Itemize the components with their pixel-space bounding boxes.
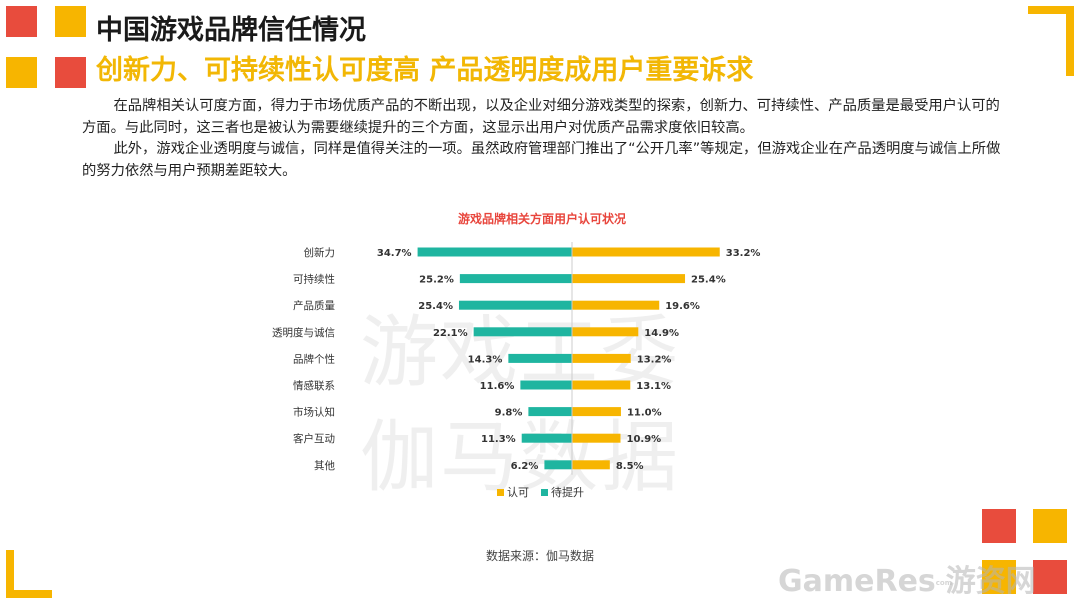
decor-square-yellow-bottom-right-2 [982, 560, 1016, 594]
corner-bracket-top-right [1028, 6, 1074, 76]
data-label-approved: 33.2% [726, 248, 761, 259]
bar-improve [528, 407, 572, 417]
bar-improve [458, 300, 572, 310]
bar-improve [417, 247, 572, 257]
category-label: 客户互动 [293, 432, 335, 445]
legend-swatch-approved [497, 489, 504, 496]
data-label-approved: 19.6% [665, 301, 700, 312]
second-paragraph: 此外，游戏企业透明度与诚信，同样是值得关注的一项。虽然政府管理部门推出了“公开几… [82, 141, 1001, 179]
bar-improve [459, 274, 572, 284]
bar-improve [521, 433, 572, 443]
data-label-approved: 13.1% [636, 381, 671, 392]
data-label-approved: 13.2% [637, 354, 672, 365]
bar-approved [572, 460, 610, 470]
data-source: 数据来源：伽马数据 [485, 549, 594, 563]
corner-bracket-bottom-left [6, 550, 52, 598]
decor-square-yellow-top [55, 6, 86, 37]
data-label-improve: 22.1% [433, 328, 468, 339]
category-label: 其他 [314, 459, 335, 472]
bar-improve [544, 460, 572, 470]
bar-approved [572, 433, 621, 443]
watermark-line-2: 伽马数据 [360, 413, 681, 503]
data-label-improve: 25.2% [419, 275, 454, 286]
bar-improve [520, 380, 572, 390]
decor-square-red-bottom-right-2 [1033, 560, 1067, 594]
data-label-improve: 11.6% [480, 381, 515, 392]
data-label-improve: 25.4% [418, 301, 453, 312]
logo-small-text: com [935, 578, 953, 587]
page-subtitle: 创新力、可持续性认可度高 产品透明度成用户重要诉求 [96, 55, 754, 86]
bar-improve [508, 353, 572, 363]
bar-improve [473, 327, 572, 337]
data-label-improve: 11.3% [481, 434, 516, 445]
bar-approved [572, 327, 639, 337]
bar-approved [572, 300, 660, 310]
bar-approved [572, 353, 631, 363]
bar-approved [572, 247, 720, 257]
page-title: 中国游戏品牌信任情况 [96, 15, 366, 46]
bar-approved [572, 380, 631, 390]
data-label-improve: 9.8% [495, 408, 523, 419]
category-label: 可持续性 [293, 273, 335, 286]
data-label-improve: 6.2% [511, 461, 539, 472]
decor-square-red-left [55, 57, 86, 88]
category-label: 创新力 [304, 246, 336, 259]
gameres-logo: GameRescom游资网 [778, 564, 1036, 599]
category-label: 透明度与诚信 [272, 326, 335, 339]
data-label-approved: 14.9% [644, 328, 679, 339]
decor-square-yellow-bottom-right [1033, 509, 1067, 543]
data-label-approved: 25.4% [691, 275, 726, 286]
category-label: 市场认知 [293, 406, 335, 419]
legend-swatch-improve [541, 489, 548, 496]
category-label: 品牌个性 [293, 352, 335, 365]
data-label-approved: 10.9% [627, 434, 662, 445]
category-label: 产品质量 [293, 299, 335, 312]
legend-label-approved: 认可 [507, 486, 529, 499]
bar-approved [572, 274, 686, 284]
category-label: 情感联系 [293, 379, 335, 392]
data-label-approved: 11.0% [627, 408, 662, 419]
data-label-improve: 14.3% [468, 354, 503, 365]
intro-paragraph: 在品牌相关认可度方面，得力于市场优质产品的不断出现，以及企业对细分游戏类型的探索… [82, 98, 1000, 136]
decor-square-yellow-left [6, 57, 37, 88]
chart-title: 游戏品牌相关方面用户认可状况 [458, 211, 626, 226]
decor-square-red-bottom-right [982, 509, 1016, 543]
data-label-improve: 34.7% [377, 248, 412, 259]
legend-label-improve: 待提升 [551, 485, 584, 499]
data-label-approved: 8.5% [616, 461, 644, 472]
bar-approved [572, 407, 621, 417]
decor-square-red-top-left [6, 6, 37, 37]
